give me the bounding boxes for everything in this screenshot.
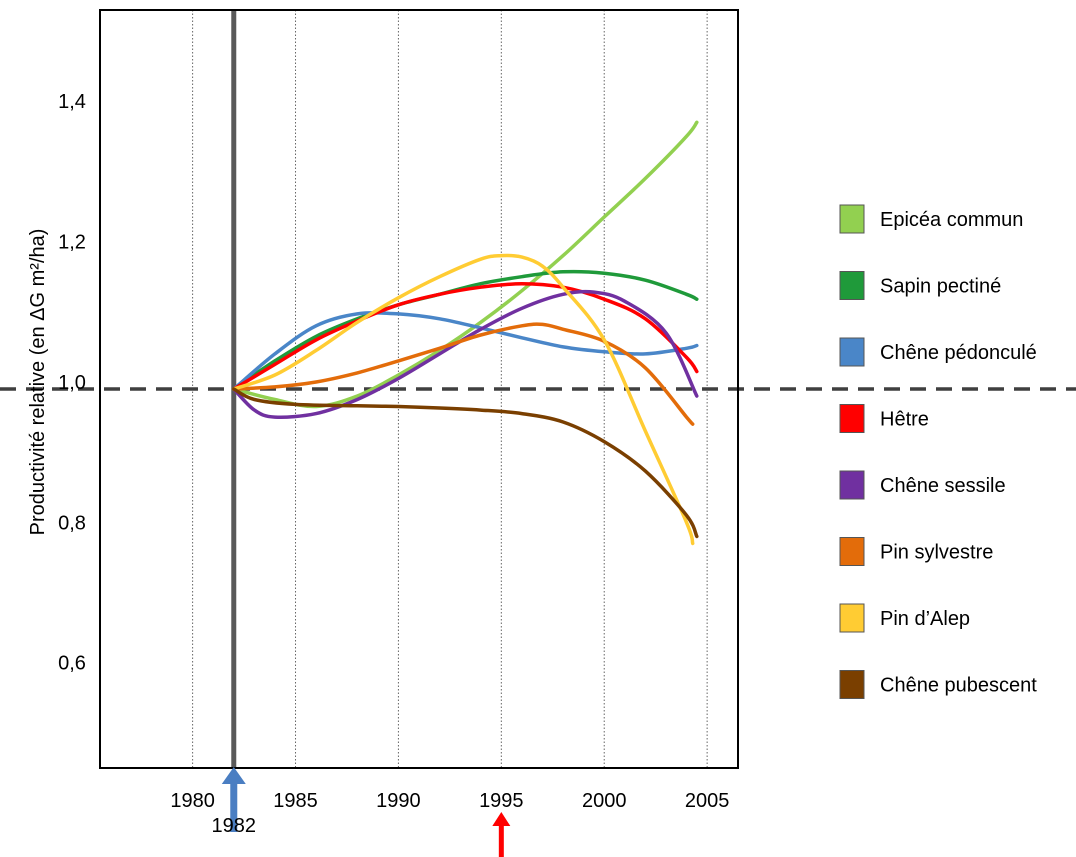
legend-swatch-sapin-pectine	[839, 271, 865, 300]
legend-label-pin-d-alep: Pin d’Alep	[880, 608, 970, 630]
legend-label-chene-pedoncule: Chêne pédonculé	[880, 342, 1037, 364]
series-line-chene-pedoncule	[232, 311, 699, 391]
legend-label-chene-sessile: Chêne sessile	[880, 475, 1006, 497]
legend-swatch-epicea-commun	[839, 204, 865, 234]
x-tick-label-0: 1980	[170, 790, 215, 812]
legend-label-hetre: Hêtre	[880, 409, 929, 431]
legend-label-chene-pubescent: Chêne pubescent	[880, 675, 1037, 697]
y-tick-label-0: 0,6	[58, 653, 86, 675]
legend-label-pin-sylvestre: Pin sylvestre	[880, 542, 993, 564]
arrow-1982	[221, 767, 246, 832]
legend-item-chene-pubescent: Chêne pubescent	[839, 670, 1037, 699]
legend-item-chene-pedoncule: Chêne pédonculé	[839, 337, 1037, 367]
legend-item-epicea-commun: Epicéa commun	[839, 204, 1023, 234]
legend-item-pin-d-alep: Pin d’Alep	[839, 603, 970, 633]
x-tick-label-3: 1995	[479, 790, 524, 812]
legend-swatch-chene-pedoncule	[839, 337, 865, 367]
legend-label-epicea-commun: Epicéa commun	[880, 209, 1023, 231]
x-tick-label-2: 1990	[376, 790, 421, 812]
series-line-pin-d-alep	[232, 253, 695, 546]
series-line-chene-pubescent	[232, 387, 699, 539]
legend: Epicéa commun Sapin pectiné Chêne pédoncul…	[839, 204, 1037, 699]
y-tick-label-1: 0,8	[58, 512, 86, 534]
series-line-pin-sylvestre	[232, 322, 695, 426]
legend-swatch-pin-d-alep	[839, 603, 865, 633]
y-tick-label-3: 1,2	[58, 232, 86, 254]
legend-item-hetre: Hêtre	[839, 404, 929, 433]
y-tick-label-4: 1,4	[58, 91, 86, 113]
legend-item-pin-sylvestre: Pin sylvestre	[839, 537, 993, 566]
plot-frame	[99, 9, 739, 769]
series-line-sapin-pectine	[232, 269, 699, 391]
y-tick-label-2: 1,0	[58, 372, 86, 394]
x-tick-label-4: 2000	[582, 790, 627, 812]
x-tick-label-5: 2005	[685, 790, 730, 812]
legend-swatch-chene-sessile	[839, 470, 865, 500]
legend-swatch-hetre	[839, 404, 865, 433]
arrows	[221, 767, 511, 857]
x-tick-labels: 1980 1985 1990 1995 2000 2005	[170, 790, 729, 812]
x-tick-label-1: 1985	[273, 790, 318, 812]
series-line-hetre	[232, 281, 699, 391]
arrow-1995	[492, 812, 511, 857]
legend-swatch-pin-sylvestre	[839, 537, 865, 566]
legend-item-chene-sessile: Chêne sessile	[839, 470, 1006, 500]
legend-swatch-chene-pubescent	[839, 670, 865, 699]
legend-label-sapin-pectine: Sapin pectiné	[880, 276, 1001, 298]
marker-label: 1982	[212, 815, 257, 837]
legend-item-sapin-pectine: Sapin pectiné	[839, 271, 1001, 300]
y-tick-labels: 0,6 0,8 1,0 1,2 1,4	[58, 91, 86, 674]
series-lines	[232, 120, 699, 546]
y-axis-title: Productivité relative (en ΔG m²/ha)	[27, 229, 49, 536]
